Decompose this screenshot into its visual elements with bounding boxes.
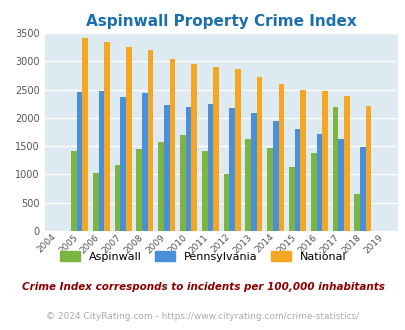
- Bar: [256, 77, 262, 231]
- Bar: [359, 147, 365, 231]
- Bar: [136, 149, 142, 231]
- Text: Crime Index corresponds to incidents per 100,000 inhabitants: Crime Index corresponds to incidents per…: [21, 282, 384, 292]
- Bar: [71, 151, 77, 231]
- Legend: Aspinwall, Pennsylvania, National: Aspinwall, Pennsylvania, National: [55, 247, 350, 266]
- Bar: [126, 47, 131, 231]
- Bar: [337, 139, 343, 231]
- Bar: [234, 69, 240, 231]
- Bar: [185, 107, 191, 231]
- Bar: [354, 194, 359, 231]
- Bar: [82, 38, 88, 231]
- Bar: [114, 165, 120, 231]
- Bar: [191, 64, 196, 231]
- Bar: [201, 151, 207, 231]
- Bar: [272, 121, 278, 231]
- Bar: [223, 175, 229, 231]
- Bar: [158, 142, 164, 231]
- Bar: [322, 91, 327, 231]
- Bar: [180, 135, 185, 231]
- Bar: [245, 139, 251, 231]
- Bar: [142, 93, 147, 231]
- Bar: [300, 89, 305, 231]
- Bar: [251, 113, 256, 231]
- Bar: [164, 105, 169, 231]
- Bar: [120, 97, 126, 231]
- Bar: [93, 173, 98, 231]
- Bar: [310, 153, 316, 231]
- Bar: [98, 91, 104, 231]
- Bar: [169, 59, 175, 231]
- Bar: [288, 167, 294, 231]
- Bar: [278, 84, 284, 231]
- Bar: [266, 148, 272, 231]
- Bar: [316, 134, 322, 231]
- Bar: [294, 129, 300, 231]
- Bar: [207, 104, 213, 231]
- Bar: [213, 67, 218, 231]
- Bar: [147, 50, 153, 231]
- Text: © 2024 CityRating.com - https://www.cityrating.com/crime-statistics/: © 2024 CityRating.com - https://www.city…: [46, 312, 359, 321]
- Bar: [332, 107, 337, 231]
- Bar: [343, 96, 349, 231]
- Bar: [104, 42, 110, 231]
- Title: Aspinwall Property Crime Index: Aspinwall Property Crime Index: [86, 14, 356, 29]
- Bar: [365, 106, 371, 231]
- Bar: [77, 92, 82, 231]
- Bar: [229, 108, 234, 231]
